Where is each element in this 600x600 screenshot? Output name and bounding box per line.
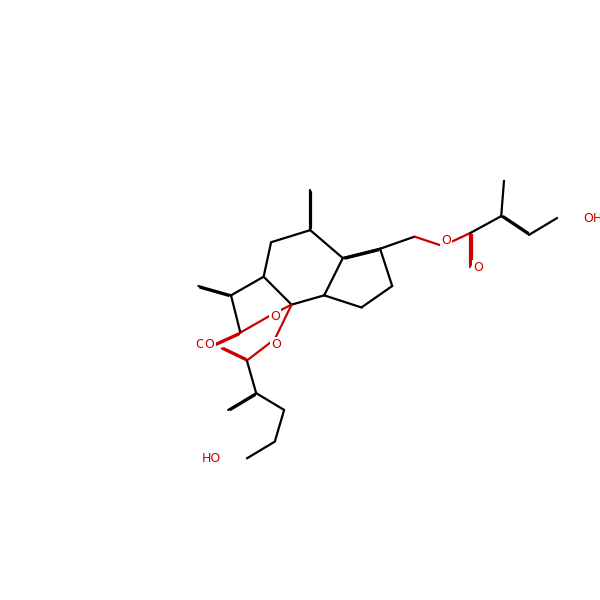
Text: O: O: [205, 338, 214, 351]
Text: O: O: [195, 338, 205, 351]
Text: O: O: [473, 261, 483, 274]
Text: O: O: [272, 338, 281, 351]
Text: OH: OH: [583, 212, 600, 224]
Text: O: O: [442, 234, 451, 247]
Text: HO: HO: [202, 452, 221, 465]
Text: O: O: [270, 310, 280, 323]
